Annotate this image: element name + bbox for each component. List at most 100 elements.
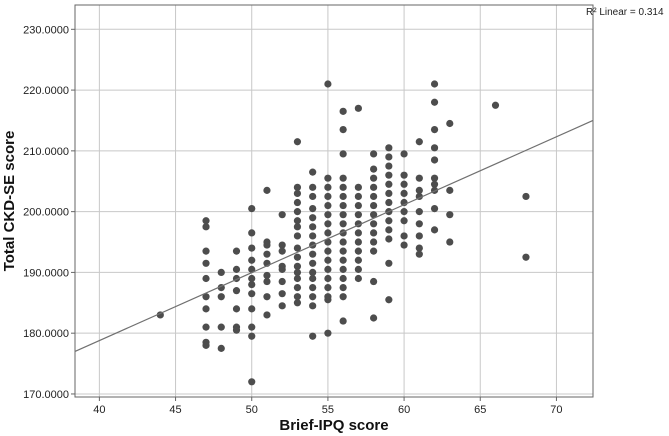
data-point xyxy=(309,214,317,222)
data-point xyxy=(232,305,241,313)
x-tick-label: 65 xyxy=(474,404,486,416)
x-tick-label: 70 xyxy=(550,404,562,416)
data-point xyxy=(339,256,347,264)
data-point xyxy=(324,192,332,201)
data-point xyxy=(324,238,332,246)
data-point xyxy=(354,238,362,246)
data-point xyxy=(293,223,302,231)
data-point xyxy=(339,293,347,301)
data-point xyxy=(400,217,408,225)
data-point xyxy=(248,256,256,264)
data-point xyxy=(385,171,393,179)
plot-frame xyxy=(74,4,594,398)
data-point xyxy=(339,211,347,219)
data-point xyxy=(385,153,393,161)
data-point xyxy=(385,180,393,188)
data-point xyxy=(309,250,317,258)
data-point xyxy=(278,211,286,219)
data-point xyxy=(430,226,439,234)
data-point xyxy=(430,144,439,152)
data-point xyxy=(263,241,271,249)
x-tick-label: 55 xyxy=(322,404,334,416)
x-tick-label: 50 xyxy=(246,404,258,416)
data-point xyxy=(309,183,317,191)
data-point xyxy=(446,186,454,194)
data-point xyxy=(385,217,393,225)
data-point xyxy=(263,186,271,194)
data-point xyxy=(339,183,347,191)
data-point xyxy=(522,192,530,201)
data-point xyxy=(278,241,286,249)
data-point xyxy=(202,247,210,255)
data-point xyxy=(309,259,317,267)
data-point xyxy=(293,138,302,146)
data-point xyxy=(293,232,302,240)
data-point xyxy=(400,150,408,158)
x-axis-title: Brief-IPQ score xyxy=(279,417,388,434)
data-point xyxy=(324,80,332,88)
r-squared-annotation: R² Linear = 0.314 xyxy=(586,7,664,18)
y-tick-label: 180.0000 xyxy=(23,328,69,340)
x-tick-label: 40 xyxy=(93,404,105,416)
data-point xyxy=(293,253,302,261)
data-point xyxy=(293,268,302,277)
y-axis-title: Total CKD-SE score xyxy=(1,131,18,272)
data-point xyxy=(370,229,378,237)
data-point xyxy=(324,229,332,237)
data-point xyxy=(309,192,317,201)
data-point xyxy=(309,293,317,301)
data-point xyxy=(248,274,256,283)
data-point xyxy=(400,189,408,198)
data-point xyxy=(339,174,347,182)
data-point xyxy=(385,226,393,234)
data-point xyxy=(293,208,302,216)
data-point xyxy=(324,274,332,283)
data-point xyxy=(339,238,347,246)
data-point xyxy=(339,265,347,273)
data-point xyxy=(385,189,393,198)
data-point xyxy=(309,302,317,310)
data-point xyxy=(430,156,439,164)
y-tick-label: 170.0000 xyxy=(23,389,69,401)
data-point xyxy=(385,144,393,152)
data-point xyxy=(354,104,362,112)
data-points xyxy=(156,80,530,386)
data-point xyxy=(263,271,271,280)
data-point xyxy=(293,293,302,301)
data-point xyxy=(354,229,362,237)
data-point xyxy=(400,208,408,216)
data-point xyxy=(217,323,225,331)
data-point xyxy=(430,125,439,134)
data-point xyxy=(400,241,408,249)
data-point xyxy=(400,171,408,179)
data-point xyxy=(324,284,332,292)
data-point xyxy=(263,277,271,286)
data-point xyxy=(354,265,362,273)
data-point xyxy=(293,244,302,252)
data-point xyxy=(415,250,423,258)
linear-fit-line xyxy=(74,119,594,352)
data-point xyxy=(339,201,347,210)
data-point xyxy=(354,274,362,283)
data-point xyxy=(248,204,256,213)
data-point xyxy=(217,268,225,277)
data-point xyxy=(248,290,256,298)
data-point xyxy=(278,302,286,310)
x-tick-label: 60 xyxy=(398,404,410,416)
data-point xyxy=(278,265,286,273)
data-point xyxy=(370,165,378,173)
data-point xyxy=(309,204,317,213)
data-point xyxy=(324,201,332,210)
data-point xyxy=(309,232,317,240)
data-point xyxy=(415,232,423,240)
y-tick-label: 210.0000 xyxy=(23,146,69,158)
data-point xyxy=(370,314,378,322)
data-point xyxy=(248,229,256,237)
data-point xyxy=(232,265,241,273)
data-point xyxy=(324,211,332,219)
data-point xyxy=(339,284,347,292)
data-point xyxy=(339,274,347,283)
data-point xyxy=(324,329,332,337)
data-point xyxy=(430,174,439,182)
